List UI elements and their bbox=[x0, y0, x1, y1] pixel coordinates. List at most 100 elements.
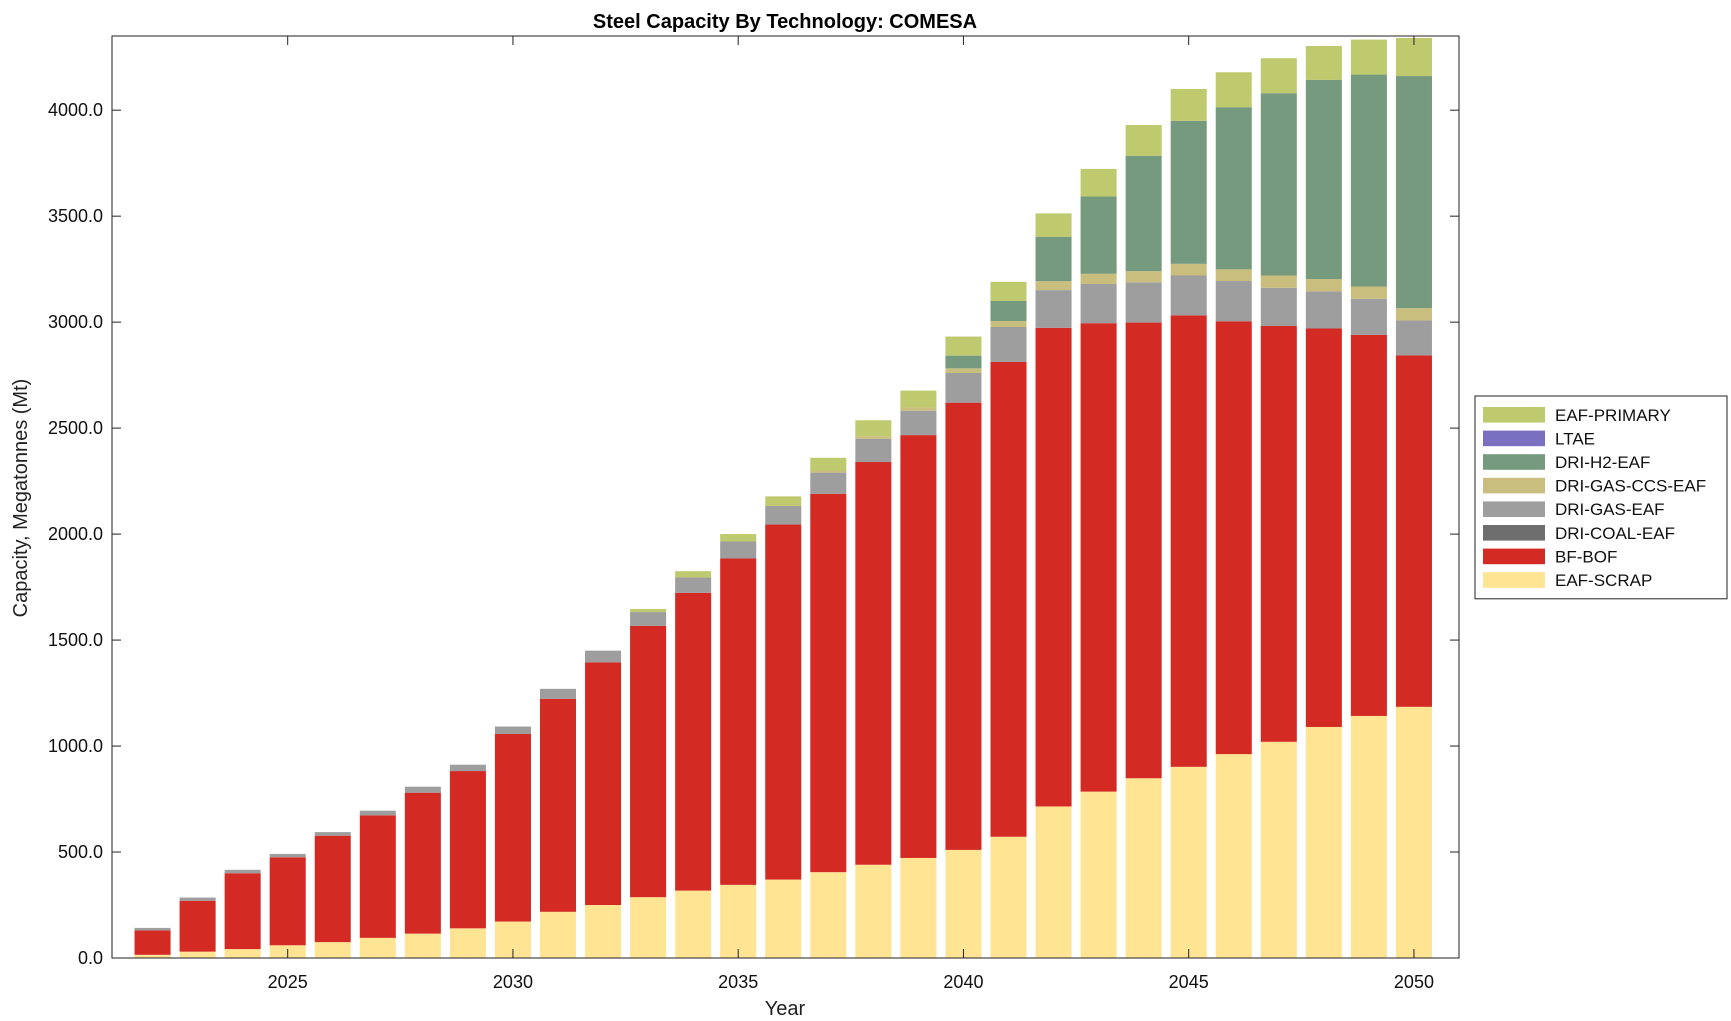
bar-bf-bof-2047 bbox=[1260, 325, 1297, 742]
bar-dri-gas-ccs-eaf-2039 bbox=[900, 407, 937, 411]
bar-dri-gas-eaf-2043 bbox=[1080, 283, 1117, 324]
bars-layer bbox=[134, 37, 1432, 958]
bar-dri-gas-ccs-eaf-2040 bbox=[945, 368, 982, 373]
bar-dri-gas-eaf-2033 bbox=[630, 612, 667, 626]
legend-swatch-ltae bbox=[1483, 430, 1545, 447]
x-tick-label: 2025 bbox=[268, 972, 308, 992]
bar-dri-gas-eaf-2045 bbox=[1170, 275, 1207, 316]
plot-frame bbox=[111, 35, 1460, 959]
bar-eaf-primary-2040 bbox=[945, 336, 982, 356]
bar-dri-gas-ccs-eaf-2037 bbox=[810, 470, 847, 473]
legend-swatch-dri-gas-eaf bbox=[1483, 501, 1545, 517]
bar-dri-gas-eaf-2034 bbox=[675, 577, 712, 593]
bar-dri-h2-eaf-2048 bbox=[1305, 79, 1342, 280]
bar-dri-h2-eaf-2041 bbox=[990, 300, 1027, 322]
legend-swatch-eaf-primary bbox=[1483, 407, 1545, 423]
bar-dri-h2-eaf-2045 bbox=[1170, 120, 1207, 264]
bar-eaf-scrap-2050 bbox=[1395, 706, 1432, 958]
bar-eaf-scrap-2037 bbox=[810, 872, 847, 958]
legend-label-eaf-primary: EAF-PRIMARY bbox=[1555, 406, 1671, 425]
bar-dri-gas-eaf-2032 bbox=[585, 650, 622, 663]
bar-eaf-primary-2047 bbox=[1260, 58, 1297, 94]
bar-dri-gas-ccs-eaf-2042 bbox=[1035, 281, 1072, 291]
bar-bf-bof-2041 bbox=[990, 361, 1027, 837]
bar-eaf-scrap-2046 bbox=[1215, 754, 1252, 958]
bar-dri-gas-ccs-eaf-2048 bbox=[1305, 279, 1342, 292]
bar-dri-gas-eaf-2048 bbox=[1305, 291, 1342, 329]
bar-eaf-scrap-2039 bbox=[900, 857, 937, 958]
bar-dri-h2-eaf-2050 bbox=[1395, 76, 1432, 309]
bar-eaf-scrap-2040 bbox=[945, 849, 982, 958]
bar-eaf-primary-2049 bbox=[1350, 39, 1387, 75]
bar-dri-gas-ccs-eaf-2050 bbox=[1395, 308, 1432, 321]
x-tick-label: 2035 bbox=[718, 972, 758, 992]
bar-bf-bof-2037 bbox=[810, 493, 847, 873]
bar-bf-bof-2043 bbox=[1080, 323, 1117, 792]
bar-eaf-scrap-2031 bbox=[539, 911, 577, 958]
bar-eaf-scrap-2026 bbox=[314, 942, 351, 958]
bar-eaf-scrap-2041 bbox=[990, 836, 1027, 958]
bar-dri-h2-eaf-2047 bbox=[1260, 93, 1297, 276]
bar-eaf-scrap-2047 bbox=[1260, 741, 1297, 958]
bar-eaf-primary-2041 bbox=[990, 281, 1027, 301]
bar-eaf-primary-2039 bbox=[900, 390, 937, 408]
bar-eaf-scrap-2043 bbox=[1080, 791, 1117, 958]
bar-dri-gas-eaf-2047 bbox=[1260, 287, 1297, 326]
bar-dri-gas-eaf-2025 bbox=[269, 853, 306, 858]
bar-dri-gas-eaf-2036 bbox=[765, 505, 802, 525]
bar-bf-bof-2031 bbox=[539, 698, 577, 912]
legend-swatch-dri-gas-ccs-eaf bbox=[1483, 477, 1545, 494]
bar-eaf-scrap-2028 bbox=[404, 933, 441, 958]
bar-eaf-scrap-2038 bbox=[855, 864, 892, 958]
bar-bf-bof-2049 bbox=[1350, 334, 1387, 716]
bar-eaf-primary-2038 bbox=[855, 420, 892, 437]
bar-eaf-scrap-2027 bbox=[359, 937, 396, 958]
bar-dri-gas-eaf-2027 bbox=[359, 810, 396, 816]
bar-eaf-primary-2034 bbox=[675, 571, 712, 578]
bar-dri-gas-eaf-2026 bbox=[314, 832, 351, 836]
bar-eaf-scrap-2032 bbox=[585, 905, 622, 958]
axes-layer: 2025 2030 2035 2040 2045 2050 0.0 500.0 1000.0 15… bbox=[48, 35, 1460, 992]
bar-bf-bof-2046 bbox=[1215, 321, 1252, 755]
bar-eaf-primary-2048 bbox=[1305, 45, 1342, 80]
bar-eaf-primary-2044 bbox=[1125, 125, 1162, 156]
y-tick-label: 2500.0 bbox=[48, 418, 103, 438]
bar-eaf-primary-2035 bbox=[720, 534, 757, 542]
legend: EAF-PRIMARY LTAE DRI-H2-EAF DRI-GAS-CCS-EAF… bbox=[1474, 395, 1728, 600]
bar-bf-bof-2044 bbox=[1125, 322, 1162, 779]
chart-title: Steel Capacity By Technology: COMESA bbox=[593, 11, 977, 33]
bar-dri-h2-eaf-2042 bbox=[1035, 236, 1072, 282]
legend-box bbox=[1474, 395, 1728, 600]
x-tick-label: 2030 bbox=[493, 972, 533, 992]
bar-bf-bof-2045 bbox=[1170, 315, 1207, 767]
bar-dri-gas-eaf-2038 bbox=[855, 438, 892, 463]
y-tick-label: 3000.0 bbox=[48, 312, 103, 332]
legend-swatch-bf-bof bbox=[1483, 548, 1545, 565]
bar-eaf-scrap-2042 bbox=[1035, 806, 1072, 958]
legend-label-dri-gas-eaf: DRI-GAS-EAF bbox=[1555, 500, 1665, 519]
bar-eaf-scrap-2044 bbox=[1125, 778, 1162, 958]
bar-dri-gas-ccs-eaf-2041 bbox=[990, 321, 1027, 328]
bar-dri-gas-eaf-2049 bbox=[1350, 298, 1387, 335]
bar-dri-gas-eaf-2031 bbox=[539, 688, 577, 699]
bar-bf-bof-2039 bbox=[900, 435, 937, 858]
y-tick-label: 2000.0 bbox=[48, 524, 103, 544]
bar-dri-gas-eaf-2022 bbox=[134, 927, 171, 931]
bar-eaf-scrap-2049 bbox=[1350, 715, 1387, 958]
x-tick-label: 2050 bbox=[1394, 972, 1434, 992]
bar-dri-gas-eaf-2035 bbox=[720, 541, 757, 559]
bar-eaf-scrap-2023 bbox=[179, 951, 216, 958]
legend-label-bf-bof: BF-BOF bbox=[1555, 547, 1617, 566]
bar-dri-gas-eaf-2028 bbox=[404, 786, 441, 793]
bar-dri-gas-eaf-2024 bbox=[224, 869, 261, 874]
bar-bf-bof-2028 bbox=[404, 792, 441, 934]
bar-dri-gas-eaf-2044 bbox=[1125, 282, 1162, 323]
bar-bf-bof-2027 bbox=[359, 815, 396, 938]
bar-dri-gas-eaf-2037 bbox=[810, 472, 847, 494]
bar-bf-bof-2038 bbox=[855, 462, 892, 865]
bar-bf-bof-2026 bbox=[314, 835, 351, 943]
bar-bf-bof-2023 bbox=[179, 900, 216, 952]
x-tick-label: 2045 bbox=[1169, 972, 1209, 992]
bar-dri-gas-ccs-eaf-2046 bbox=[1215, 269, 1252, 282]
